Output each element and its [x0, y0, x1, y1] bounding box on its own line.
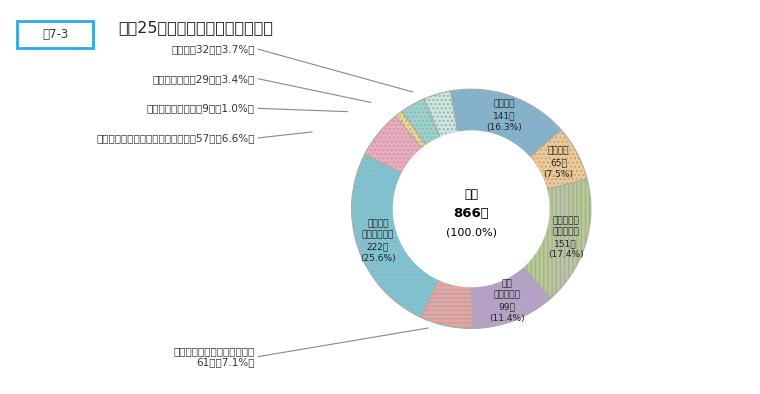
Wedge shape	[365, 116, 422, 173]
Text: 866件: 866件	[453, 207, 489, 220]
Text: 図7-3: 図7-3	[42, 28, 68, 41]
Text: 給与関係
65件
(7.5%): 給与関係 65件 (7.5%)	[543, 147, 574, 178]
Text: セクシュアル・ハラスメント
61件（7.1%）: セクシュアル・ハラスメント 61件（7.1%）	[173, 346, 255, 367]
Wedge shape	[523, 179, 591, 298]
Text: 公平審査手続関係　9件（1.0%）: 公平審査手続関係 9件（1.0%）	[147, 103, 255, 113]
Text: その他　32件（3.7%）: その他 32件（3.7%）	[171, 44, 255, 54]
Text: パワハラ以外のいじめ・嫌がらせ　57件（6.6%）: パワハラ以外のいじめ・嫌がらせ 57件（6.6%）	[96, 133, 255, 143]
Wedge shape	[424, 91, 458, 138]
Wedge shape	[472, 267, 551, 329]
Text: 任用関係
141件
(16.3%): 任用関係 141件 (16.3%)	[486, 100, 521, 132]
Text: 人事評価関係　29件（3.4%）: 人事評価関係 29件（3.4%）	[152, 74, 255, 84]
FancyBboxPatch shape	[17, 21, 93, 48]
Text: 総計: 総計	[464, 188, 478, 201]
Text: 健康
安全等関係
99件
(11.4%): 健康 安全等関係 99件 (11.4%)	[489, 279, 524, 323]
Wedge shape	[451, 89, 561, 157]
Text: 平成25年度苦情相談の内容別件数: 平成25年度苦情相談の内容別件数	[118, 20, 273, 35]
Text: パワー・
ハラスメント
222件
(25.6%): パワー・ ハラスメント 222件 (25.6%)	[360, 219, 396, 262]
Wedge shape	[352, 154, 439, 317]
Wedge shape	[421, 279, 472, 329]
Wedge shape	[530, 130, 587, 190]
Text: 勤務時間、
休暇等関係
151件
(17.4%): 勤務時間、 休暇等関係 151件 (17.4%)	[548, 216, 584, 259]
Circle shape	[394, 131, 549, 286]
Wedge shape	[396, 111, 426, 149]
Wedge shape	[402, 99, 441, 145]
Text: (100.0%): (100.0%)	[445, 228, 497, 238]
